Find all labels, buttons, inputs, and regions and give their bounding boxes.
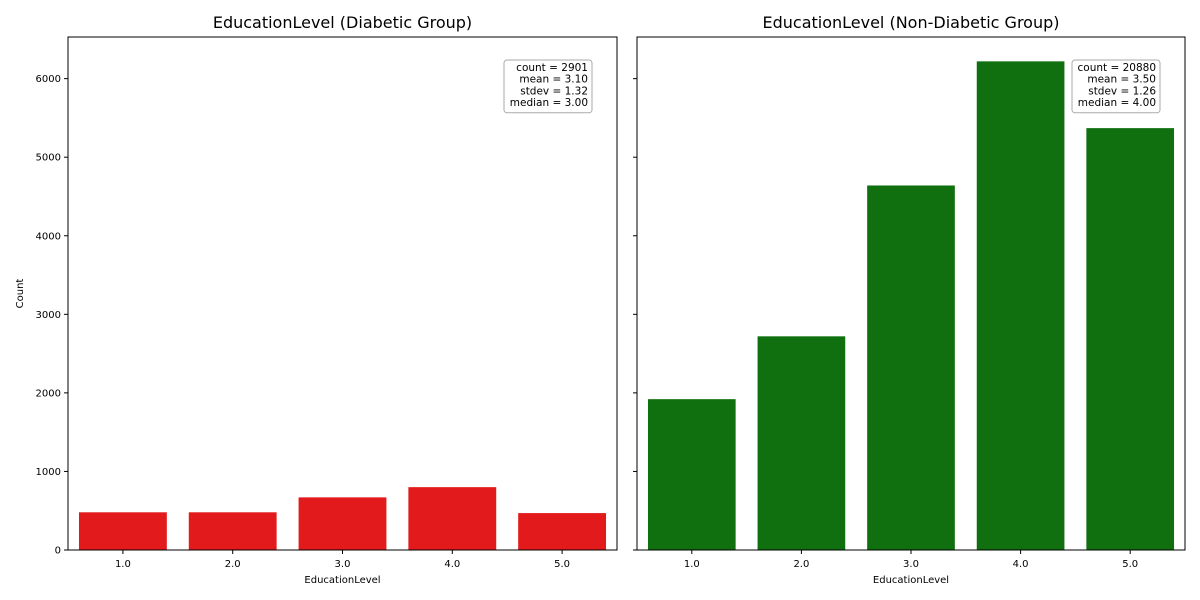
x-tick-label: 2.0 — [225, 559, 241, 570]
y-tick-label: 4000 — [36, 231, 61, 242]
x-tick-label: 3.0 — [903, 559, 919, 570]
y-tick-label: 0 — [55, 546, 61, 557]
bar-1 — [647, 399, 736, 550]
y-axis-label: Count — [15, 279, 26, 309]
x-tick-label: 1.0 — [684, 559, 700, 570]
stats-box — [503, 59, 593, 114]
chart-title: EducationLevel (Non-Diabetic Group) — [762, 13, 1059, 32]
bar-1 — [78, 512, 167, 550]
bar-3 — [298, 497, 387, 550]
x-tick-label: 4.0 — [1013, 559, 1029, 570]
x-tick-label: 4.0 — [444, 559, 460, 570]
stats-line: mean = 3.10 — [519, 74, 588, 86]
stats-box — [1071, 59, 1161, 114]
x-tick-label: 2.0 — [793, 559, 809, 570]
bar-2 — [188, 512, 277, 550]
bar-2 — [757, 336, 846, 550]
bar-3 — [867, 185, 955, 551]
chart-panel-1: 0 1000 2000 3000 4000 5000 6000 1.0 2.0 3.0 4.0 5.0… — [15, 13, 618, 586]
bar-4 — [976, 61, 1065, 550]
x-axis-label: EducationLevel — [304, 575, 380, 586]
y-tick-label: 5000 — [36, 153, 61, 164]
x-tick-label: 5.0 — [554, 559, 570, 570]
stats-line: median = 3.00 — [510, 97, 588, 109]
y-tick-label: 1000 — [36, 467, 61, 478]
chart-title: EducationLevel (Diabetic Group) — [213, 13, 472, 32]
stats-line: count = 20880 — [1078, 62, 1157, 74]
y-tick-label: 6000 — [36, 74, 61, 85]
stats-line: median = 4.00 — [1078, 97, 1156, 109]
bar-5 — [518, 513, 607, 550]
stats-line: count = 2901 — [516, 62, 588, 74]
stats-line: mean = 3.50 — [1087, 74, 1156, 86]
x-axis-label: EducationLevel — [873, 575, 949, 586]
stats-line: stdev = 1.32 — [520, 85, 588, 97]
chart-panel-2: 1.0 2.0 3.0 4.0 5.0 EducationLevel (Non-Diabe… — [633, 13, 1186, 586]
bar-4 — [408, 487, 497, 550]
y-tick-label: 3000 — [36, 310, 61, 321]
stats-line: stdev = 1.26 — [1088, 85, 1156, 97]
bar-5 — [1086, 128, 1175, 550]
axes-frame — [67, 36, 618, 551]
x-tick-label: 3.0 — [335, 559, 351, 570]
x-tick-label: 1.0 — [115, 559, 131, 570]
x-tick-label: 5.0 — [1122, 559, 1138, 570]
y-tick-label: 2000 — [36, 388, 61, 399]
